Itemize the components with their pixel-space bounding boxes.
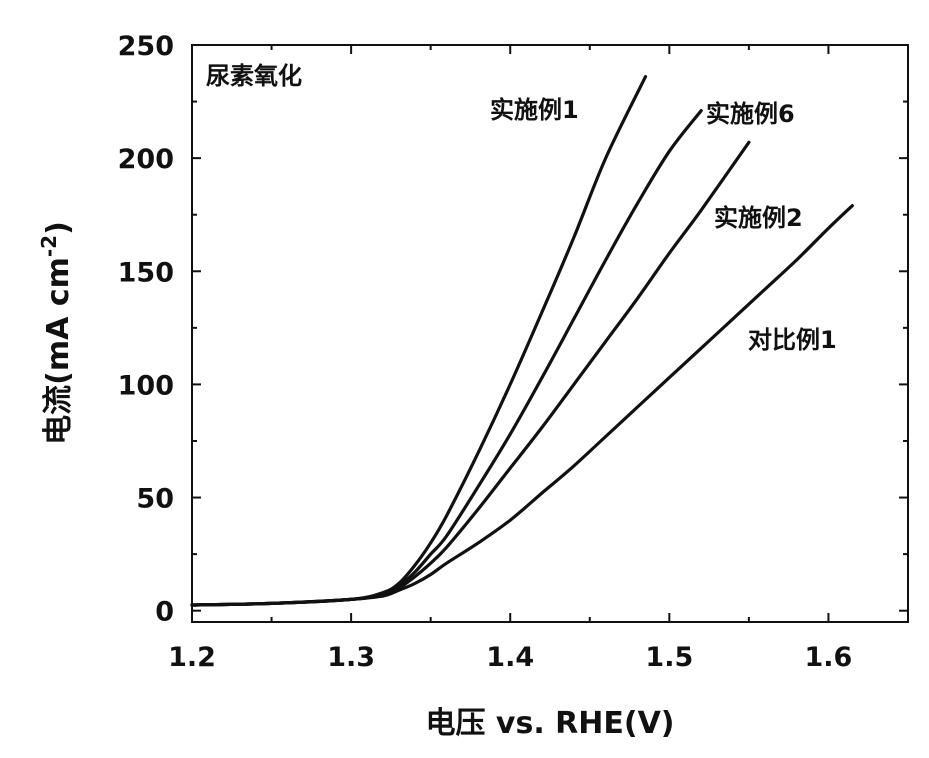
y-tick-label: 150 [118, 257, 174, 288]
x-tick-label: 1.3 [327, 642, 375, 673]
y-tick-label: 200 [118, 144, 174, 175]
x-axis-title: 电压 vs. RHE(V) [425, 706, 674, 741]
x-tick-label: 1.4 [486, 642, 534, 673]
x-axis: 1.2 1.3 1.4 1.5 1.6 [168, 45, 852, 673]
series-line-3 [190, 140, 751, 607]
series-label-comparative-1: 对比例1 [748, 326, 837, 354]
x-tick-label: 1.6 [805, 642, 853, 673]
annotation-label: 尿素氧化 [206, 62, 302, 90]
series-line-4 [190, 204, 854, 607]
y-axis: 0 50 100 150 200 250 [118, 31, 908, 628]
y-axis-title-superscript: -2 [37, 235, 61, 257]
y-tick-label: 0 [155, 597, 174, 628]
x-tick-label: 1.5 [645, 642, 693, 673]
plot-frame [191, 44, 909, 623]
y-tick-label: 50 [136, 484, 174, 515]
y-axis-title-main: 电流(mA cm [41, 257, 76, 445]
series-label-1: 实施例1 [490, 96, 579, 124]
y-tick-label: 250 [118, 31, 174, 62]
series-line-2 [190, 109, 703, 607]
series-lines [190, 75, 854, 607]
y-axis-title: 电流(mA cm-2) [37, 221, 76, 445]
y-axis-title-close: ) [41, 221, 76, 235]
series-label-6: 实施例6 [706, 100, 795, 128]
series-line-1 [190, 75, 648, 607]
y-tick-label: 100 [118, 370, 174, 401]
x-tick-label: 1.2 [168, 642, 216, 673]
series-label-2: 实施例2 [714, 204, 803, 232]
